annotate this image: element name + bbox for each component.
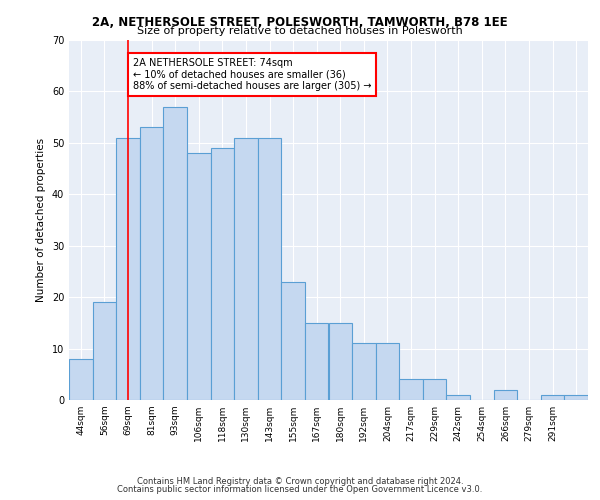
- Bar: [494, 390, 517, 400]
- Text: Contains public sector information licensed under the Open Government Licence v3: Contains public sector information licen…: [118, 485, 482, 494]
- Bar: [352, 344, 376, 400]
- Bar: [329, 323, 352, 400]
- Text: Size of property relative to detached houses in Polesworth: Size of property relative to detached ho…: [137, 26, 463, 36]
- Bar: [211, 148, 234, 400]
- Bar: [376, 344, 399, 400]
- Bar: [423, 380, 446, 400]
- Bar: [116, 138, 140, 400]
- Bar: [541, 395, 565, 400]
- Bar: [399, 380, 423, 400]
- Text: 2A NETHERSOLE STREET: 74sqm
← 10% of detached houses are smaller (36)
88% of sem: 2A NETHERSOLE STREET: 74sqm ← 10% of det…: [133, 58, 371, 91]
- Bar: [140, 128, 163, 400]
- Bar: [163, 107, 187, 400]
- Bar: [565, 395, 588, 400]
- Bar: [69, 359, 92, 400]
- Text: 2A, NETHERSOLE STREET, POLESWORTH, TAMWORTH, B78 1EE: 2A, NETHERSOLE STREET, POLESWORTH, TAMWO…: [92, 16, 508, 29]
- Bar: [281, 282, 305, 400]
- Y-axis label: Number of detached properties: Number of detached properties: [36, 138, 46, 302]
- Bar: [258, 138, 281, 400]
- Bar: [234, 138, 258, 400]
- Bar: [187, 153, 211, 400]
- Text: Contains HM Land Registry data © Crown copyright and database right 2024.: Contains HM Land Registry data © Crown c…: [137, 477, 463, 486]
- Bar: [305, 323, 329, 400]
- Bar: [446, 395, 470, 400]
- Bar: [92, 302, 116, 400]
